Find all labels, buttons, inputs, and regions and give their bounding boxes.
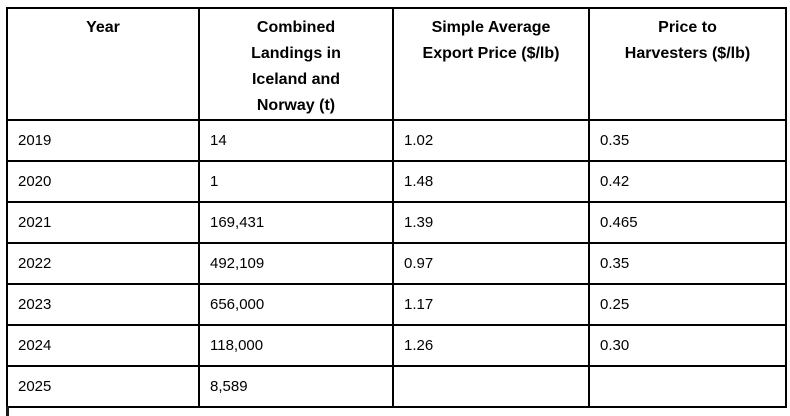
column-header-landings-label: Combined Landings in Iceland and Norway … xyxy=(251,19,341,114)
harvester-price-cell: 0.465 xyxy=(588,201,787,244)
export-price-cell: 1.26 xyxy=(392,324,590,367)
landings-cell: 169,431 xyxy=(198,201,394,244)
table-header-row: Year Combined Landings in Iceland and No… xyxy=(6,7,787,121)
harvester-price-cell: 0.35 xyxy=(588,119,787,162)
year-cell: 2025 xyxy=(6,365,200,408)
export-price-cell: 0.97 xyxy=(392,242,590,285)
year-cell: 2019 xyxy=(6,119,200,162)
column-header-export-price: Simple Average Export Price ($/lb) xyxy=(392,7,590,121)
landings-cell: 492,109 xyxy=(198,242,394,285)
year-cell: 2021 xyxy=(6,201,200,244)
table-row: 2022 492,109 0.97 0.35 xyxy=(6,242,787,285)
landings-cell: 1 xyxy=(198,160,394,203)
year-cell: 2022 xyxy=(6,242,200,285)
harvester-price-cell: 0.42 xyxy=(588,160,787,203)
column-header-export-price-label: Simple Average Export Price ($/lb) xyxy=(422,19,560,62)
cut-off-row-left-border xyxy=(6,406,9,416)
landings-price-table: Year Combined Landings in Iceland and No… xyxy=(6,7,787,408)
column-header-year: Year xyxy=(6,7,200,121)
harvester-price-cell: 0.35 xyxy=(588,242,787,285)
table-row: 2023 656,000 1.17 0.25 xyxy=(6,283,787,326)
export-price-cell xyxy=(392,365,590,408)
year-cell: 2023 xyxy=(6,283,200,326)
landings-cell: 118,000 xyxy=(198,324,394,367)
year-cell: 2020 xyxy=(6,160,200,203)
table-row: 2024 118,000 1.26 0.30 xyxy=(6,324,787,367)
export-price-cell: 1.02 xyxy=(392,119,590,162)
table-row: 2019 14 1.02 0.35 xyxy=(6,119,787,162)
table-row: 2021 169,431 1.39 0.465 xyxy=(6,201,787,244)
harvester-price-cell xyxy=(588,365,787,408)
export-price-cell: 1.48 xyxy=(392,160,590,203)
column-header-harvester-price-label: Price to Harvesters ($/lb) xyxy=(624,19,751,62)
harvester-price-cell: 0.25 xyxy=(588,283,787,326)
table-row: 2020 1 1.48 0.42 xyxy=(6,160,787,203)
table-row: 2025 8,589 xyxy=(6,365,787,408)
column-header-landings: Combined Landings in Iceland and Norway … xyxy=(198,7,394,121)
export-price-cell: 1.39 xyxy=(392,201,590,244)
landings-cell: 656,000 xyxy=(198,283,394,326)
export-price-cell: 1.17 xyxy=(392,283,590,326)
year-cell: 2024 xyxy=(6,324,200,367)
harvester-price-cell: 0.30 xyxy=(588,324,787,367)
column-header-year-label: Year xyxy=(86,19,120,36)
landings-cell: 8,589 xyxy=(198,365,394,408)
landings-cell: 14 xyxy=(198,119,394,162)
column-header-harvester-price: Price to Harvesters ($/lb) xyxy=(588,7,787,121)
